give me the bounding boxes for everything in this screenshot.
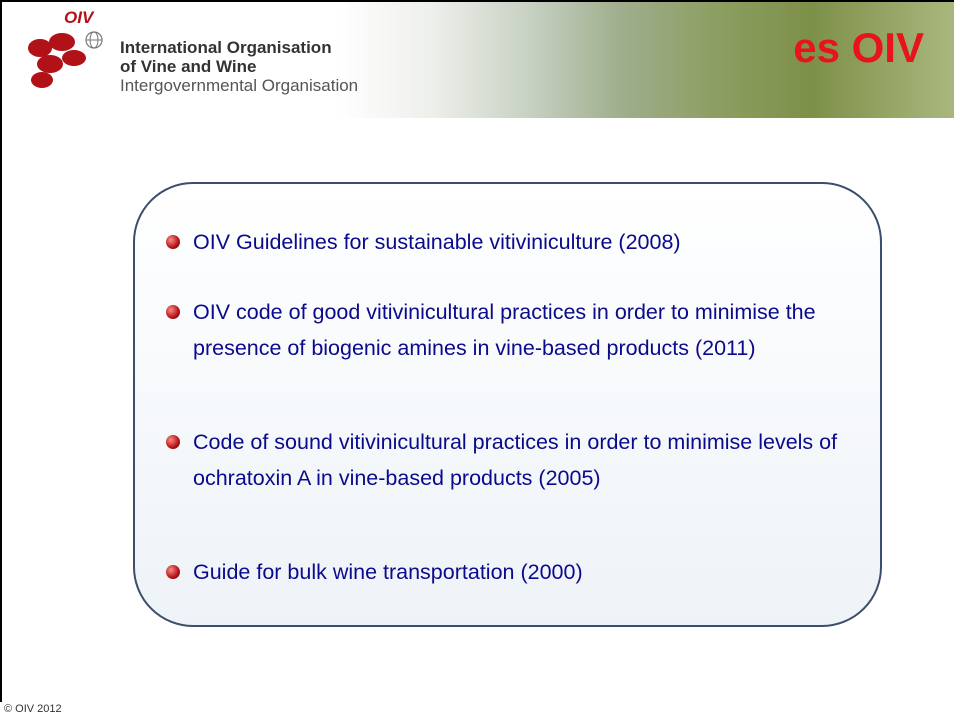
bullet bbox=[166, 565, 180, 579]
item-text: Code of sound vitivinicultural practices… bbox=[193, 430, 837, 490]
bullet bbox=[166, 305, 180, 319]
logo-text: OIV bbox=[64, 8, 93, 28]
slide: OIV International Organisation of Vine a… bbox=[0, 0, 954, 720]
bullet-item: Guide for bulk wine transportation (2000… bbox=[193, 554, 873, 590]
item-text: OIV Guidelines for sustainable vitivinic… bbox=[193, 230, 681, 254]
org-name: International Organisation bbox=[120, 38, 332, 58]
bullet-item: OIV code of good vitivinicultural practi… bbox=[193, 294, 873, 366]
bullet-item: Code of sound vitivinicultural practices… bbox=[193, 424, 873, 496]
org-subtitle: Intergovernmental Organisation bbox=[120, 76, 358, 96]
bullet bbox=[166, 435, 180, 449]
org-name: of Vine and Wine bbox=[120, 57, 257, 77]
bullet bbox=[166, 235, 180, 249]
item-text: OIV code of good vitivinicultural practi… bbox=[193, 300, 816, 360]
bullet-item: OIV Guidelines for sustainable vitivinic… bbox=[193, 224, 873, 260]
item-text: Guide for bulk wine transportation (2000… bbox=[193, 560, 583, 584]
banner-text: es OIV bbox=[793, 24, 924, 72]
header: OIV International Organisation of Vine a… bbox=[2, 2, 954, 118]
footer: © OIV 2012 bbox=[4, 703, 62, 715]
